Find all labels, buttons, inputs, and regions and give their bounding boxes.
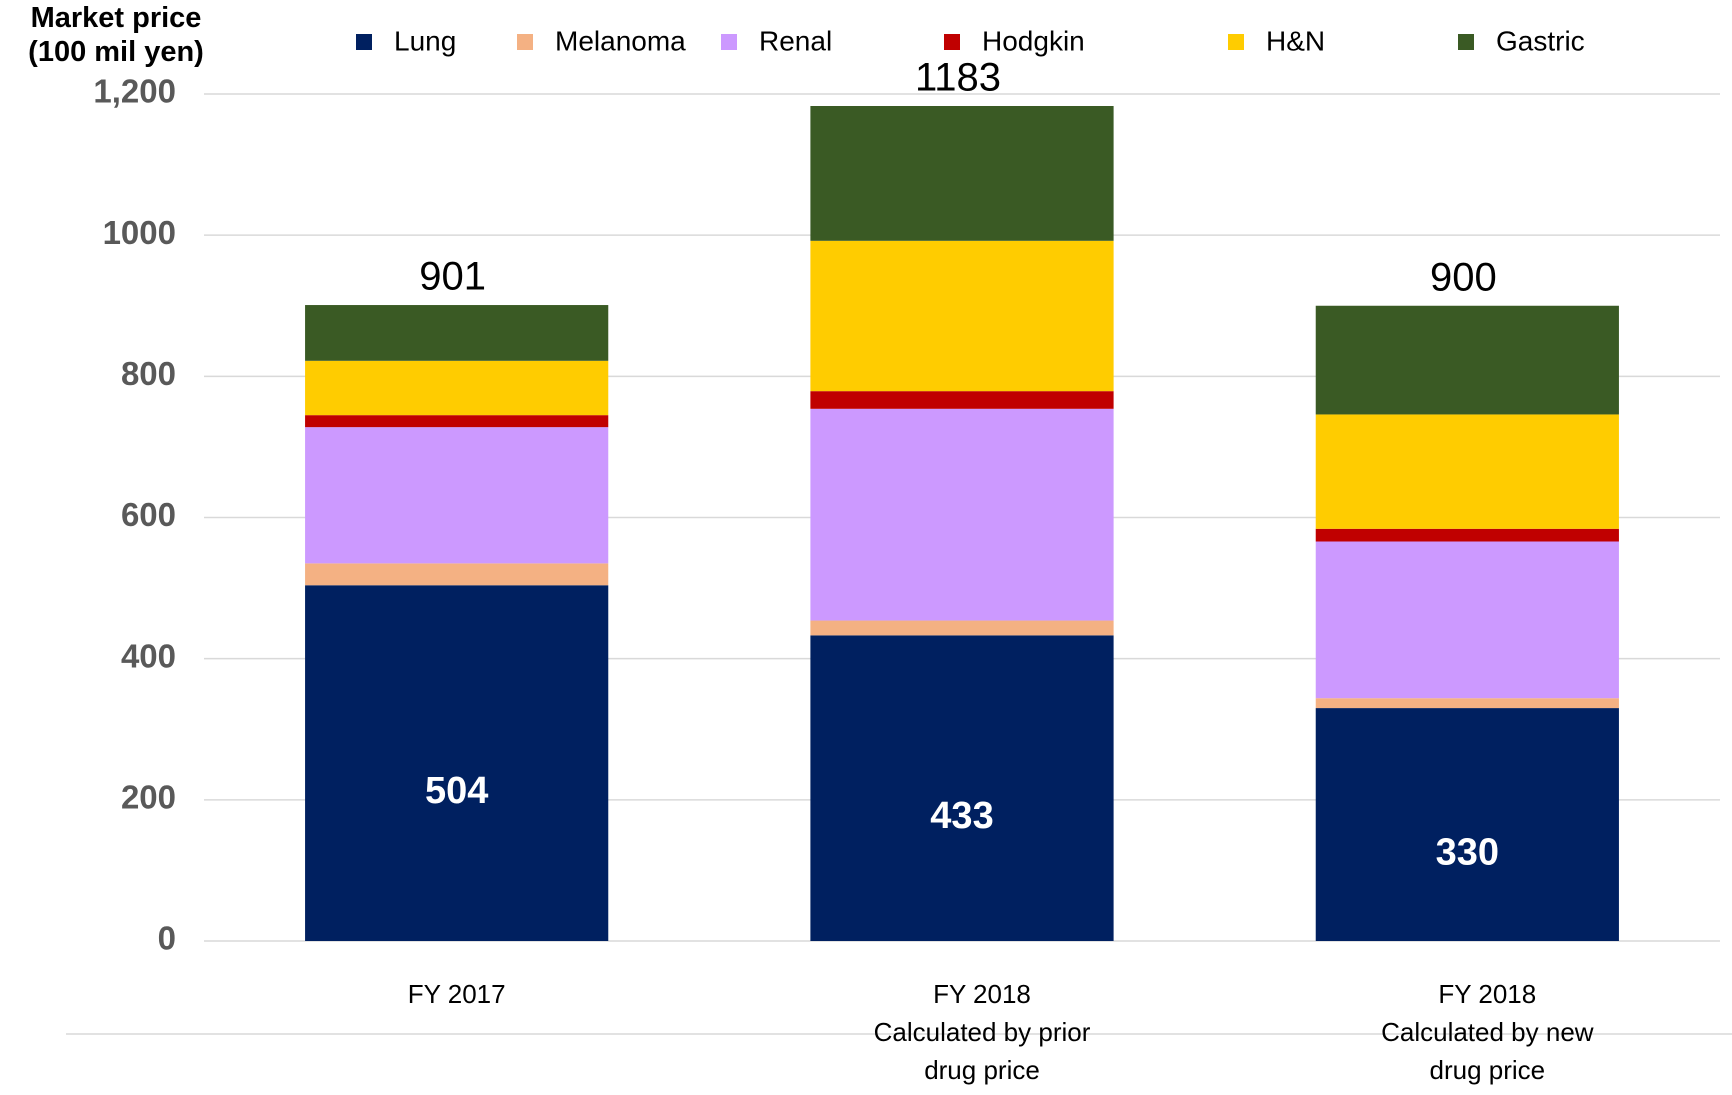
- legend-label: Gastric: [1496, 25, 1585, 56]
- bar-segment: [305, 305, 609, 361]
- legend-label: Hodgkin: [982, 25, 1085, 56]
- bar-segment: [810, 635, 1114, 941]
- x-tick-label: FY 2018 Calculated by new drug price: [1381, 979, 1594, 1085]
- bar-segment: [305, 427, 609, 564]
- total-label: 901: [419, 255, 486, 299]
- legend-swatch: [1228, 34, 1244, 50]
- bar-segment: [1315, 541, 1619, 699]
- y-tick-label: 0: [158, 920, 176, 957]
- bar-segment: [305, 360, 609, 416]
- y-tick-label: 400: [121, 637, 176, 674]
- legend-label: H&N: [1266, 25, 1325, 56]
- y-tick-label: 800: [121, 355, 176, 392]
- bar-segment: [305, 585, 609, 941]
- data-label: 433: [930, 795, 993, 837]
- legend-label: Renal: [759, 25, 832, 56]
- y-tick-label: 200: [121, 779, 176, 816]
- bar-segment: [1315, 528, 1619, 542]
- y-tick-label: 1,200: [93, 73, 176, 110]
- legend-swatch: [944, 34, 960, 50]
- total-label: 900: [1430, 255, 1497, 299]
- legend-swatch: [721, 34, 737, 50]
- total-label: 1183: [915, 56, 1001, 100]
- bar-segment: [1315, 305, 1619, 415]
- bar-segment: [305, 563, 609, 586]
- bar-segment: [1315, 414, 1619, 529]
- x-tick-label: FY 2017: [408, 979, 506, 1009]
- bar-segment: [1315, 698, 1619, 709]
- bar-segment: [810, 240, 1114, 392]
- bar-segment: [810, 391, 1114, 409]
- legend-label: Melanoma: [555, 25, 686, 56]
- data-label: 330: [1436, 832, 1499, 874]
- bar-segment: [810, 620, 1114, 636]
- legend-label: Lung: [394, 25, 456, 56]
- y-tick-label: 600: [121, 496, 176, 533]
- legend-swatch: [1458, 34, 1474, 50]
- bar-segment: [810, 105, 1114, 241]
- legend-swatch: [517, 34, 533, 50]
- legend-swatch: [356, 34, 372, 50]
- x-tick-label: FY 2018 Calculated by prior drug price: [874, 979, 1091, 1085]
- y-tick-label: 1000: [103, 214, 176, 251]
- bar-segment: [305, 415, 609, 428]
- data-label: 504: [425, 770, 488, 812]
- y-axis-title: Market price (100 mil yen): [28, 2, 204, 68]
- bar-segment: [810, 408, 1114, 621]
- bar-segment: [1315, 708, 1619, 941]
